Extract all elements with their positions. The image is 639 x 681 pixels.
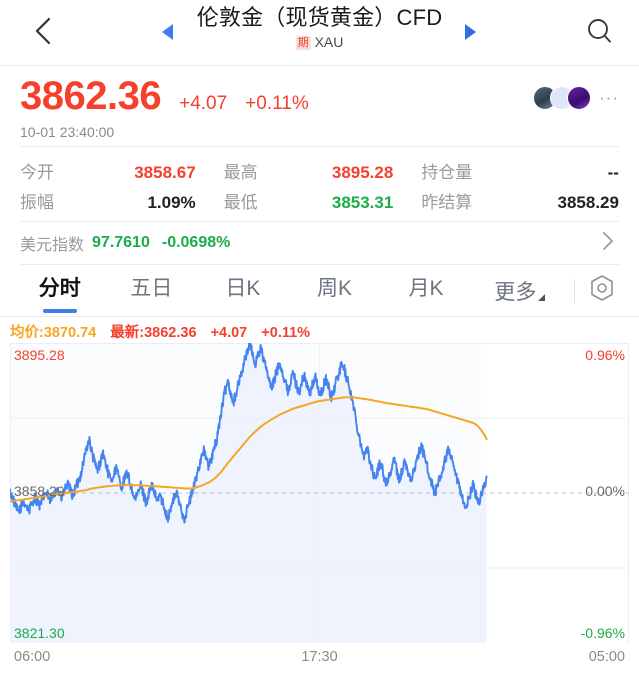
axis-label-high-pct: 0.96%	[585, 347, 625, 363]
divider	[573, 278, 575, 303]
navbar: 伦敦金（现货黄金）CFD 期 XAU	[0, 0, 639, 66]
nav-center: 伦敦金（现货黄金）CFD 期 XAU	[0, 4, 639, 50]
gear-hex-icon[interactable]	[579, 274, 625, 307]
more-options-icon[interactable]: ···	[599, 88, 619, 107]
stat-value: 3895.28	[331, 162, 394, 182]
legend-change: +4.07	[210, 325, 248, 341]
time-tick-middle: 17:30	[301, 649, 338, 665]
dollar-index-value: 97.7610	[92, 234, 150, 251]
stat-prev-settlement: 昨结算 3858.29	[421, 188, 619, 213]
price-change-percent: +0.11%	[245, 93, 309, 114]
stat-label: 昨结算	[421, 192, 473, 212]
tab-five-day[interactable]: 五日	[130, 276, 173, 300]
stat-open-interest: 持仓量 --	[421, 158, 619, 183]
time-axis: 06:00 17:30 05:00	[10, 643, 629, 675]
stat-value: --	[607, 162, 619, 182]
triangle-right-icon[interactable]	[465, 24, 476, 40]
stat-label: 振幅	[20, 192, 54, 212]
avatar[interactable]	[567, 86, 592, 110]
stat-open: 今开 3858.67	[20, 158, 224, 183]
triangle-left-icon[interactable]	[162, 24, 173, 40]
search-icon[interactable]	[585, 16, 615, 51]
dollar-index-row[interactable]: 美元指数 97.7610 -0.0698%	[20, 221, 619, 265]
quote-timestamp: 10-01 23:40:00	[20, 124, 115, 140]
price-block: 3862.36 +4.07 +0.11% 10-01 23:40:00 ···	[0, 66, 639, 142]
legend-last-price: 最新:3862.36	[110, 325, 197, 341]
chart-period-tabs: 分时 五日 日K 周K 月K 更多	[0, 265, 639, 317]
page-title: 伦敦金（现货黄金）CFD	[196, 5, 443, 30]
stat-high: 最高 3895.28	[224, 158, 422, 183]
tab-more[interactable]: 更多	[472, 276, 568, 306]
tab-monthly-k[interactable]: 月K	[408, 276, 444, 300]
price-change: +4.07	[179, 93, 228, 114]
symbol-code: XAU	[314, 34, 344, 50]
axis-label-mid-pct: 0.00%	[585, 483, 625, 499]
axis-label-mid: 3858.29	[14, 483, 65, 499]
tab-weekly-k[interactable]: 周K	[316, 276, 352, 300]
legend-avg-price: 均价:3870.74	[10, 325, 97, 341]
time-tick-end: 05:00	[588, 649, 625, 665]
legend-change-pct: +0.11%	[261, 325, 311, 341]
axis-label-low: 3821.30	[14, 625, 65, 641]
dollar-index-label: 美元指数	[20, 237, 85, 254]
tab-more-label: 更多	[494, 280, 537, 304]
axis-label-high: 3895.28	[14, 347, 65, 363]
stats-row: 振幅 1.09% 最低 3853.31 昨结算 3858.29	[20, 185, 619, 215]
last-price: 3862.36	[20, 74, 162, 118]
futures-badge: 期	[295, 36, 311, 50]
stat-label: 最高	[223, 162, 258, 182]
stat-value: 3853.31	[331, 192, 394, 212]
stat-value: 3858.67	[134, 162, 196, 182]
symbol-line: 期 XAU	[0, 34, 639, 50]
stats-row: 今开 3858.67 最高 3895.28 持仓量 --	[20, 155, 619, 185]
chevron-right-icon[interactable]	[597, 230, 619, 257]
back-icon[interactable]	[30, 14, 56, 48]
stat-label: 持仓量	[421, 162, 473, 182]
price-row: 3862.36 +4.07 +0.11%	[20, 74, 619, 118]
time-tick-start: 06:00	[14, 649, 51, 665]
stat-label: 最低	[223, 192, 258, 212]
chevron-down-icon	[538, 293, 546, 301]
avatar-group[interactable]: ···	[533, 86, 619, 110]
stats-grid: 今开 3858.67 最高 3895.28 持仓量 -- 振幅 1.09% 最低…	[20, 146, 619, 215]
dollar-index-percent: -0.0698%	[161, 234, 231, 251]
stat-value: 3858.29	[557, 192, 619, 212]
tab-intraday[interactable]: 分时	[14, 265, 106, 317]
chart-canvas[interactable]	[10, 343, 629, 643]
tab-daily-k[interactable]: 日K	[225, 276, 261, 300]
stat-low: 最低 3853.31	[224, 188, 422, 213]
intraday-chart[interactable]: 3895.28 0.96% 3858.29 0.00% 3821.30 -0.9…	[10, 343, 629, 643]
stat-value: 1.09%	[147, 192, 196, 212]
axis-label-low-pct: -0.96%	[580, 625, 625, 641]
stat-label: 今开	[20, 162, 54, 182]
stat-amplitude: 振幅 1.09%	[20, 188, 224, 213]
chart-legend: 均价:3870.74 最新:3862.36 +4.07 +0.11%	[0, 317, 639, 343]
